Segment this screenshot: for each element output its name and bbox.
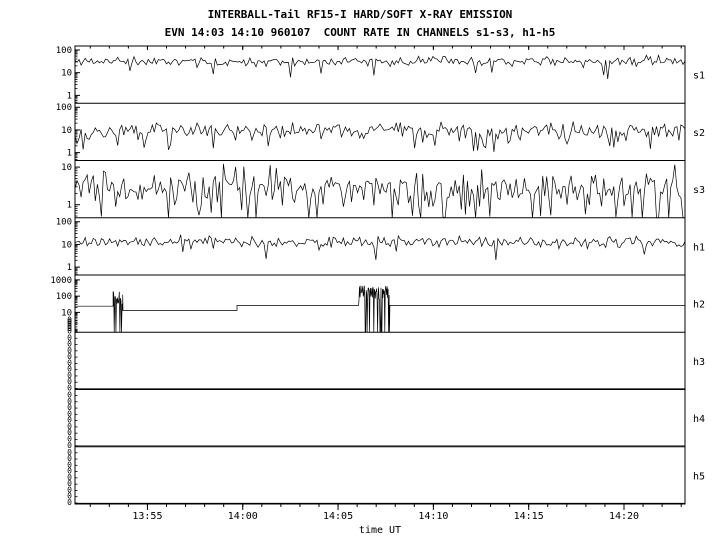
- tick-label: 0: [67, 434, 72, 443]
- tick-label: 0: [67, 340, 72, 349]
- tick-label: 0: [67, 409, 72, 418]
- tick-label: 0: [67, 416, 72, 425]
- channel-label-h1: h1: [693, 242, 705, 253]
- tick-label: 1: [67, 201, 72, 211]
- tick-label: 0: [67, 326, 72, 335]
- channel-label-h3: h3: [693, 357, 705, 368]
- tick-label: 0: [67, 346, 72, 355]
- tick-label: 0: [67, 397, 72, 406]
- plot-frame: [74, 45, 686, 505]
- tick-label: 14:10: [418, 511, 448, 522]
- trace-s3: [74, 163, 685, 219]
- tick-label: 10: [61, 163, 72, 173]
- tick-label: 14:15: [514, 511, 544, 522]
- tick-label: 14:00: [228, 511, 258, 522]
- tick-label: 0: [67, 485, 72, 494]
- tick-label: 1: [67, 263, 72, 273]
- tick-label: 0: [67, 391, 72, 400]
- channel-label-h4: h4: [693, 414, 705, 425]
- trace-s2: [74, 121, 686, 152]
- tick-label: 10: [61, 308, 72, 318]
- panel-s3: 10 1 s3: [61, 163, 705, 219]
- tick-label: 0: [67, 322, 72, 331]
- tick-label: 14:05: [323, 511, 353, 522]
- trace-h2: [75, 285, 685, 333]
- tick-label: 0: [67, 460, 72, 469]
- tick-label: 0: [67, 454, 72, 463]
- tick-label: 1: [67, 149, 72, 159]
- channel-label-s1: s1: [693, 71, 705, 82]
- tick-label: 0: [67, 352, 72, 361]
- tick-label: 0: [67, 320, 72, 329]
- tick-label: 1000: [50, 276, 72, 286]
- channel-label-s2: s2: [693, 128, 705, 139]
- tick-label: 0: [67, 422, 72, 431]
- tick-label: 0: [67, 365, 72, 374]
- tick-label: 0: [67, 473, 72, 482]
- tick-label: 0: [67, 358, 72, 367]
- tick-label: 0: [67, 492, 72, 501]
- tick-label: 100: [56, 103, 72, 113]
- tick-label: 100: [56, 292, 72, 302]
- tick-label: 100: [56, 218, 72, 228]
- tick-label: 10: [61, 126, 72, 136]
- tick-label: 0: [67, 318, 72, 327]
- trace-s1: [74, 54, 686, 80]
- channel-label-h5: h5: [693, 471, 705, 482]
- channel-label-h2: h2: [693, 300, 705, 311]
- tick-label: 0: [67, 315, 72, 324]
- tick-label: 14:20: [609, 511, 639, 522]
- tick-label: 0: [67, 498, 72, 507]
- tick-label: 0: [67, 384, 72, 393]
- chart-title: INTERBALL-Tail RF15-I HARD/SOFT X-RAY EM…: [207, 8, 513, 21]
- tick-label: 1: [67, 91, 72, 101]
- tick-label: 0: [67, 371, 72, 380]
- tick-label: 13:55: [132, 511, 162, 522]
- tick-label: 10: [61, 69, 72, 79]
- x-axis-label: time UT: [359, 525, 401, 536]
- trace-h1: [74, 234, 686, 261]
- x-axis: 13:55 14:00 14:05 14:10 14:15 14:20 time UT: [89, 46, 682, 536]
- tick-label: 0: [67, 324, 72, 333]
- tick-label: 0: [67, 333, 72, 342]
- tick-label: 0: [67, 467, 72, 476]
- panel-h1: 100 10 1 h1: [56, 218, 705, 275]
- panel-s1: 100 10 1 s1: [56, 46, 705, 103]
- chart-subtitle: EVN 14:03 14:10 960107 COUNT RATE IN CHA…: [164, 26, 556, 39]
- tick-label: 0: [67, 441, 72, 450]
- tick-label: 0: [67, 428, 72, 437]
- tick-label: 0: [67, 479, 72, 488]
- panel-s2: 100 10 1 s2: [56, 103, 705, 160]
- channel-label-s3: s3: [693, 185, 705, 196]
- tick-label: 10: [61, 240, 72, 250]
- tick-label: 0: [67, 377, 72, 386]
- tick-label: 100: [56, 46, 72, 56]
- tick-label: 0: [67, 403, 72, 412]
- tick-label: 0: [67, 448, 72, 457]
